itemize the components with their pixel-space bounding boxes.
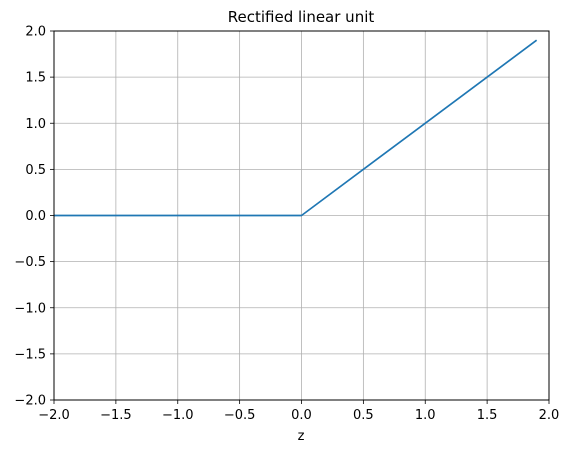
y-tick-label-8: 2.0 bbox=[25, 25, 46, 40]
series-layer bbox=[54, 39, 538, 217]
x-tick-label-1: −1.5 bbox=[100, 408, 132, 423]
y-tick-label-0: −2.0 bbox=[14, 394, 46, 409]
y-tick-label-6: 1.0 bbox=[25, 117, 46, 132]
y-tick-label-1: −1.5 bbox=[14, 347, 46, 362]
x-tick-label-7: 1.5 bbox=[477, 408, 498, 423]
y-tick-label-3: −0.5 bbox=[14, 255, 46, 270]
y-tick-label-2: −1.0 bbox=[14, 301, 46, 316]
y-tick-label-7: 1.5 bbox=[25, 71, 46, 86]
x-tick-label-5: 0.5 bbox=[353, 408, 374, 423]
x-axis-label: z bbox=[298, 429, 305, 444]
y-tick-label-4: 0.0 bbox=[25, 209, 46, 224]
y-tick-label-5: 0.5 bbox=[25, 163, 46, 178]
x-tick-label-6: 1.0 bbox=[415, 408, 436, 423]
axis-ticks: −2.0 −1.5 −1.0 −0.5 0.0 0.5 1.0 1.5 2.0 −2.0 −1.5 −… bbox=[14, 25, 559, 424]
chart-title: Rectified linear unit bbox=[228, 8, 375, 26]
x-tick-label-2: −1.0 bbox=[162, 408, 194, 423]
series-line-0 bbox=[54, 39, 538, 217]
x-tick-label-3: −0.5 bbox=[224, 408, 256, 423]
x-tick-label-4: 0.0 bbox=[291, 408, 312, 423]
x-tick-label-0: −2.0 bbox=[38, 408, 70, 423]
x-tick-label-8: 2.0 bbox=[539, 408, 560, 423]
